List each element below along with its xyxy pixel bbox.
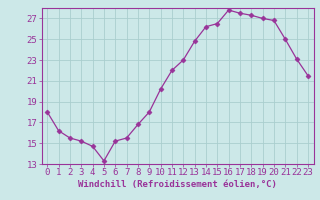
X-axis label: Windchill (Refroidissement éolien,°C): Windchill (Refroidissement éolien,°C) (78, 180, 277, 189)
